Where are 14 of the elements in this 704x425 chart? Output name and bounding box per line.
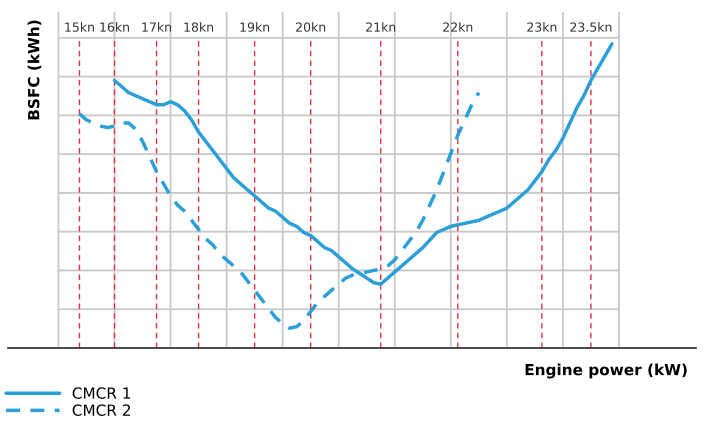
x-tick-label: 21kn: [366, 22, 396, 32]
y-axis-title: BSFC (kWh): [28, 20, 42, 120]
x-tick-label: 19kn: [240, 22, 270, 32]
x-tick-label: 22kn: [443, 22, 472, 32]
x-tick-label: 18kn: [184, 22, 214, 32]
x-tick-label: 20kn: [296, 22, 326, 32]
legend-label: CMCR 1: [72, 387, 130, 399]
x-tick-label: 16kn: [100, 22, 129, 32]
x-tick-label: 17kn: [142, 22, 171, 32]
x-tick-label: 23kn: [527, 22, 556, 32]
x-tick-label: 23.5kn: [570, 22, 612, 32]
x-tick-label: 15kn: [65, 22, 94, 32]
legend-label: CMCR 2: [72, 404, 130, 416]
x-axis-title: Engine power (kW): [526, 364, 687, 378]
